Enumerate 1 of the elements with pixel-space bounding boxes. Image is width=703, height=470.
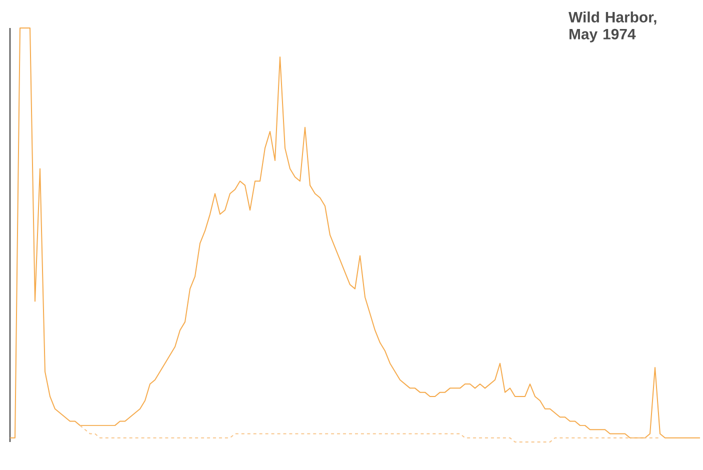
chart-title: Wild Harbor, May 1974 xyxy=(568,12,656,42)
